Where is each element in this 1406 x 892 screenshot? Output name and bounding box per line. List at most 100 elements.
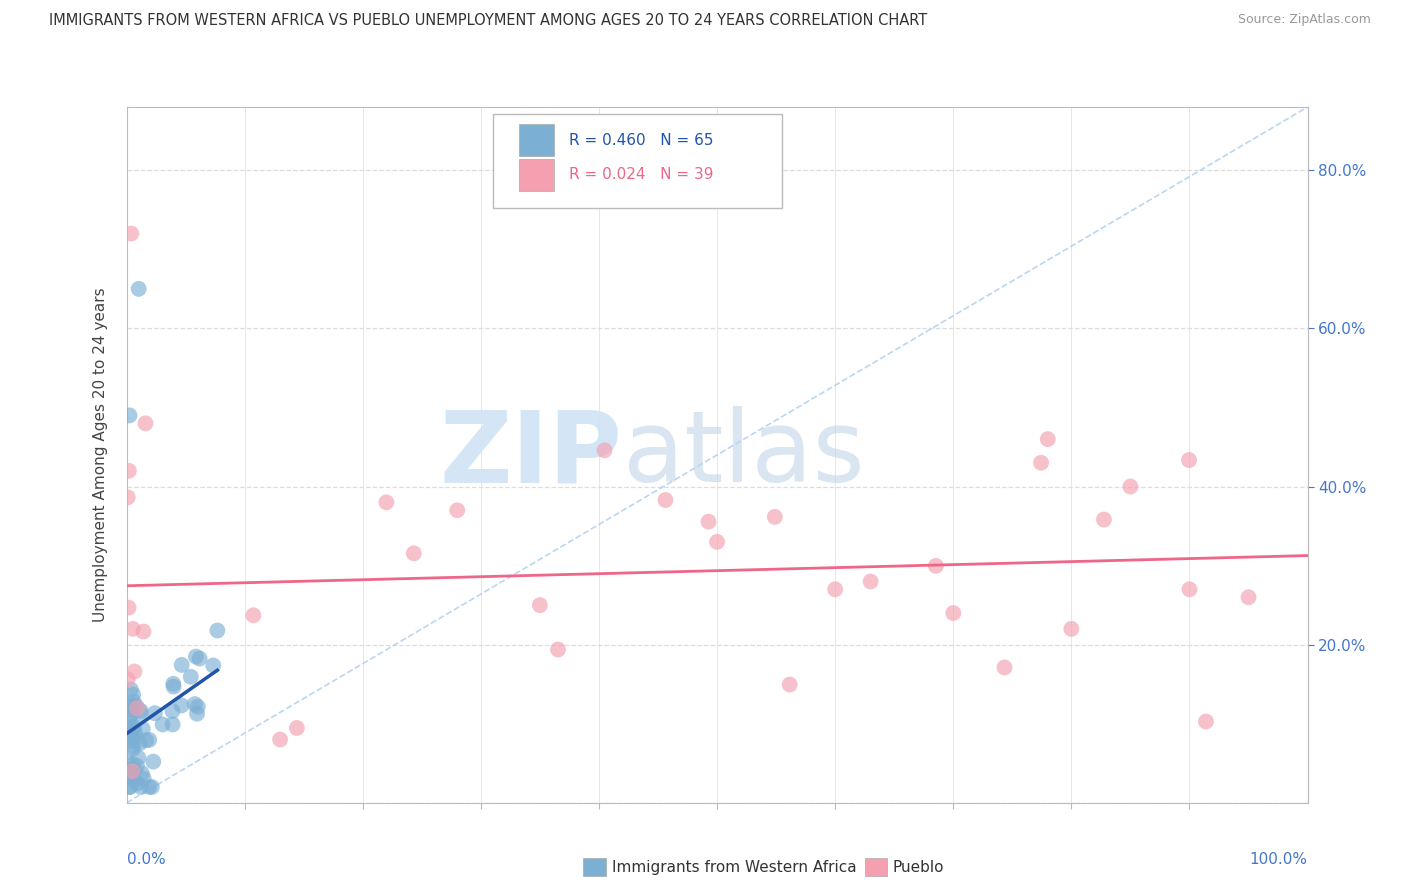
Point bbox=[1178, 582, 1201, 597]
Point bbox=[706, 534, 728, 549]
Point bbox=[162, 717, 184, 731]
Point bbox=[152, 717, 174, 731]
Point bbox=[121, 739, 143, 754]
Point bbox=[120, 770, 142, 784]
Point bbox=[763, 509, 786, 524]
Point bbox=[118, 724, 141, 739]
Point bbox=[184, 649, 207, 664]
Point bbox=[122, 694, 145, 708]
Bar bbox=[519, 124, 554, 156]
Point bbox=[131, 766, 153, 780]
Point bbox=[207, 624, 229, 638]
Point bbox=[993, 660, 1015, 674]
Point bbox=[120, 731, 142, 745]
Point bbox=[129, 780, 152, 794]
Point bbox=[1092, 512, 1115, 526]
Point bbox=[593, 443, 616, 458]
Text: Source: ZipAtlas.com: Source: ZipAtlas.com bbox=[1237, 13, 1371, 27]
Point bbox=[120, 682, 142, 697]
Point bbox=[529, 598, 551, 612]
Point bbox=[121, 722, 143, 736]
Point bbox=[1178, 453, 1201, 467]
Point bbox=[122, 622, 145, 636]
Point bbox=[132, 624, 155, 639]
Point bbox=[117, 491, 139, 505]
Point bbox=[132, 772, 155, 786]
Point bbox=[128, 736, 150, 750]
Point bbox=[1036, 432, 1059, 446]
Point bbox=[118, 780, 141, 794]
Point bbox=[141, 780, 163, 794]
Text: Pueblo: Pueblo bbox=[893, 860, 945, 874]
Point bbox=[127, 751, 149, 765]
Point bbox=[269, 732, 291, 747]
Point bbox=[402, 546, 425, 560]
Point bbox=[134, 417, 156, 431]
Point bbox=[118, 464, 141, 478]
Point bbox=[285, 721, 308, 735]
Point bbox=[117, 763, 139, 777]
Point bbox=[184, 697, 207, 711]
Point bbox=[120, 726, 142, 740]
Point bbox=[125, 699, 148, 714]
Point bbox=[117, 722, 139, 736]
Text: R = 0.460   N = 65: R = 0.460 N = 65 bbox=[569, 133, 714, 147]
Point bbox=[162, 704, 184, 718]
Point bbox=[942, 606, 965, 620]
FancyBboxPatch shape bbox=[492, 114, 782, 208]
Point bbox=[118, 713, 141, 727]
Point bbox=[122, 720, 145, 734]
Point bbox=[117, 698, 139, 713]
Point bbox=[124, 665, 146, 679]
Point bbox=[121, 727, 143, 741]
Point bbox=[188, 651, 211, 665]
Point bbox=[132, 722, 155, 736]
Point bbox=[121, 757, 143, 772]
Point bbox=[925, 558, 948, 573]
Point bbox=[162, 677, 184, 691]
Point bbox=[138, 780, 160, 794]
Point bbox=[122, 688, 145, 702]
Text: atlas: atlas bbox=[623, 407, 865, 503]
Point bbox=[180, 670, 202, 684]
Point bbox=[122, 734, 145, 748]
Point bbox=[375, 495, 398, 509]
Text: 0.0%: 0.0% bbox=[127, 852, 166, 866]
Point bbox=[1060, 622, 1083, 636]
Point bbox=[117, 672, 139, 686]
Point bbox=[118, 409, 141, 423]
Point bbox=[779, 677, 801, 691]
Point bbox=[120, 707, 142, 722]
Point bbox=[135, 733, 157, 747]
Point bbox=[121, 719, 143, 733]
Point bbox=[124, 727, 146, 741]
Point bbox=[120, 764, 142, 779]
Point bbox=[143, 706, 166, 721]
Point bbox=[142, 755, 165, 769]
Point bbox=[121, 698, 143, 713]
Y-axis label: Unemployment Among Ages 20 to 24 years: Unemployment Among Ages 20 to 24 years bbox=[93, 287, 108, 623]
Point bbox=[859, 574, 882, 589]
Text: R = 0.024   N = 39: R = 0.024 N = 39 bbox=[569, 168, 714, 182]
Point bbox=[117, 727, 139, 741]
Point bbox=[118, 763, 141, 777]
Point bbox=[186, 706, 208, 721]
Point bbox=[170, 698, 193, 713]
Point bbox=[121, 764, 143, 779]
Point bbox=[547, 642, 569, 657]
Point bbox=[187, 699, 209, 714]
Point bbox=[128, 282, 150, 296]
Point bbox=[446, 503, 468, 517]
Text: IMMIGRANTS FROM WESTERN AFRICA VS PUEBLO UNEMPLOYMENT AMONG AGES 20 TO 24 YEARS : IMMIGRANTS FROM WESTERN AFRICA VS PUEBLO… bbox=[49, 13, 928, 29]
Point bbox=[117, 600, 139, 615]
Point bbox=[122, 764, 145, 778]
Point bbox=[129, 704, 152, 718]
Point bbox=[122, 742, 145, 756]
Point bbox=[138, 732, 160, 747]
Point bbox=[162, 680, 184, 694]
Point bbox=[202, 658, 225, 673]
Point bbox=[1029, 456, 1052, 470]
Point bbox=[127, 776, 149, 790]
Bar bbox=[519, 159, 554, 191]
Point bbox=[117, 755, 139, 769]
